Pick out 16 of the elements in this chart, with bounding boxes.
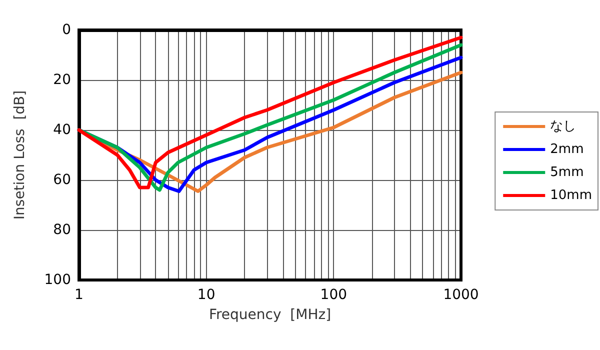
x-tick-label: 10	[197, 287, 216, 303]
x-tick-label: 100	[320, 287, 348, 303]
legend-label: 10mm	[550, 188, 592, 203]
y-tick-label: 40	[53, 122, 71, 138]
x-tick-label: 1	[74, 287, 84, 303]
y-axis-title: Insetion Loss [dB]	[12, 90, 28, 220]
x-axis-title: Frequency [MHz]	[208, 307, 332, 323]
y-tick-label: 60	[53, 172, 71, 188]
legend-label: 5mm	[550, 165, 584, 180]
y-tick-label: 80	[53, 222, 71, 238]
x-tick-label: 1000	[443, 287, 479, 303]
y-tick-label: 20	[53, 72, 71, 88]
legend-label: なし	[550, 119, 576, 134]
legend-label: 2mm	[550, 142, 584, 157]
y-tick-label: 0	[62, 22, 71, 38]
y-tick-label: 100	[44, 272, 71, 288]
